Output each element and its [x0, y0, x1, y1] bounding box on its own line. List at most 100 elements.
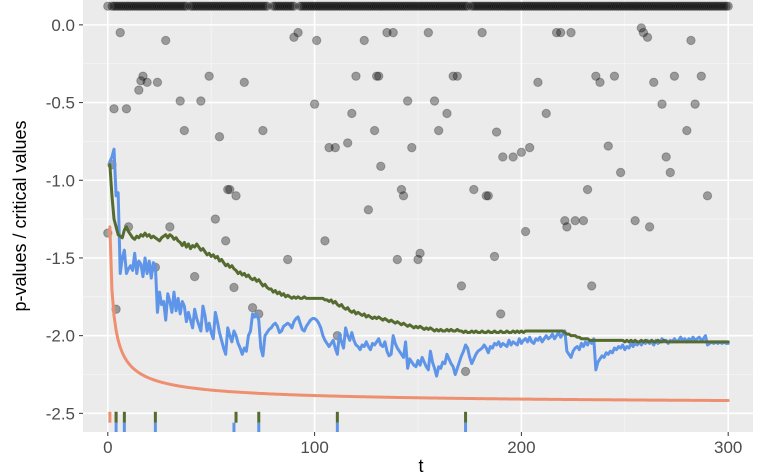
- x-tick-label: 300: [714, 438, 742, 457]
- p-value-point: [409, 1, 419, 11]
- p-value-point: [450, 1, 460, 11]
- p-value-point: [582, 1, 593, 11]
- p-value-point: [132, 1, 142, 11]
- x-tick-label: 200: [507, 438, 535, 457]
- p-value-point: [431, 1, 442, 11]
- p-value-point: [161, 35, 171, 46]
- p-value-point: [599, 1, 609, 11]
- p-value-point: [582, 184, 593, 195]
- p-value-point: [173, 1, 183, 11]
- p-value-point: [493, 1, 504, 11]
- p-value-point: [392, 1, 403, 11]
- p-value-point: [626, 1, 636, 11]
- p-value-point: [309, 1, 320, 11]
- p-value-point: [566, 1, 576, 11]
- p-value-point: [456, 281, 467, 291]
- p-value-point: [489, 251, 500, 262]
- p-value-point: [347, 1, 357, 11]
- p-value-point: [514, 1, 525, 11]
- p-value-point: [636, 23, 647, 33]
- p-value-point: [283, 1, 293, 11]
- p-value-point: [717, 1, 727, 11]
- y-tick-label: -1.0: [46, 171, 75, 190]
- p-value-point: [320, 236, 330, 246]
- p-value-point: [704, 1, 715, 11]
- p-value-point: [504, 1, 514, 11]
- p-value-point: [524, 142, 535, 153]
- p-value-point: [442, 1, 452, 11]
- p-value-point: [239, 1, 249, 11]
- p-value-point: [688, 1, 698, 11]
- p-value-point: [663, 1, 673, 11]
- p-value-point: [187, 1, 198, 11]
- p-value-point: [700, 1, 711, 11]
- p-value-point: [163, 1, 173, 11]
- p-value-point: [229, 1, 239, 11]
- p-value-point: [196, 1, 206, 11]
- p-value-point: [115, 27, 125, 38]
- y-tick-label: -0.5: [46, 94, 75, 113]
- p-value-point: [214, 1, 225, 11]
- p-value-point: [332, 1, 343, 11]
- p-value-point: [433, 1, 444, 11]
- p-value-point: [415, 1, 425, 11]
- p-value-point: [152, 1, 163, 11]
- p-value-point: [574, 1, 584, 11]
- p-value-point: [411, 1, 421, 11]
- p-value-point: [589, 1, 599, 11]
- p-value-point: [696, 1, 707, 11]
- p-value-point: [380, 1, 390, 11]
- p-value-point: [690, 99, 700, 109]
- p-value-point: [644, 1, 655, 11]
- p-value-point: [661, 1, 671, 11]
- p-value-point: [477, 1, 487, 11]
- p-value-point: [169, 1, 179, 11]
- p-value-point: [438, 1, 448, 11]
- p-value-point: [487, 1, 498, 11]
- p-value-point: [260, 1, 270, 11]
- p-value-point: [210, 214, 221, 224]
- p-value-point: [535, 1, 545, 11]
- p-value-point: [479, 1, 489, 11]
- p-value-point: [669, 71, 680, 81]
- p-value-point: [394, 1, 405, 11]
- p-value-point: [473, 1, 483, 11]
- p-value-point: [469, 1, 479, 11]
- p-value-point: [140, 1, 150, 11]
- p-value-point: [706, 1, 717, 11]
- p-value-point: [161, 1, 171, 11]
- p-value-point: [622, 1, 632, 11]
- p-value-point: [336, 1, 347, 11]
- p-value-point: [419, 1, 429, 11]
- p-value-point: [566, 27, 576, 38]
- p-value-point: [361, 1, 372, 11]
- rugs-layer: [108, 411, 468, 432]
- p-value-point: [508, 152, 518, 162]
- p-value-point: [611, 1, 622, 11]
- p-value-point: [152, 77, 163, 88]
- y-axis-title: p-values / critical values: [10, 120, 30, 311]
- p-value-point: [402, 1, 413, 11]
- p-value-point: [702, 1, 713, 11]
- p-value-point: [477, 27, 487, 38]
- p-value-point: [109, 104, 119, 114]
- p-value-point: [369, 1, 380, 11]
- p-value-point: [533, 1, 543, 11]
- p-value-point: [303, 1, 314, 11]
- axes: 0 100 200 300 0.0 -0.5 -1.0 -1.5 -2.0 -2.5: [46, 16, 743, 457]
- p-value-point: [371, 71, 382, 81]
- p-value-point: [578, 215, 589, 226]
- p-value-point: [138, 71, 148, 81]
- p-value-point: [570, 215, 580, 226]
- p-value-point: [192, 1, 202, 11]
- p-value-point: [322, 1, 332, 11]
- p-value-point: [206, 1, 216, 11]
- p-value-point: [500, 1, 510, 11]
- p-value-point: [427, 1, 438, 11]
- p-value-point: [256, 1, 266, 11]
- p-value-point: [150, 1, 161, 11]
- p-value-point: [398, 191, 409, 201]
- p-value-point: [603, 1, 613, 11]
- p-value-point: [210, 1, 221, 11]
- p-value-point: [351, 71, 361, 81]
